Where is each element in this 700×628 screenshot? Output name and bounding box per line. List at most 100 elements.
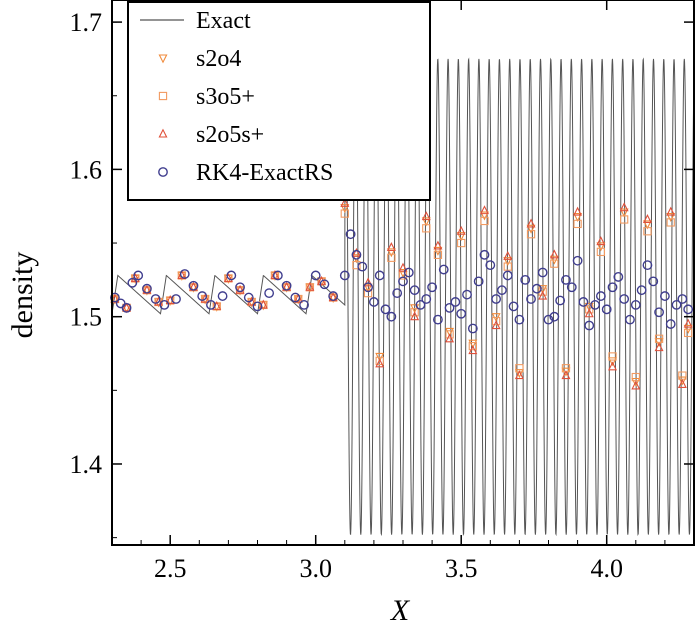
- y-tick-label: 1.6: [70, 155, 103, 184]
- data-point: [433, 240, 443, 250]
- data-point: [340, 197, 350, 207]
- data-point: [514, 314, 525, 325]
- data-point: [310, 270, 321, 281]
- data-point: [596, 247, 606, 257]
- data-point: [339, 270, 350, 281]
- y-tick-label: 1.7: [70, 8, 103, 37]
- data-point: [550, 259, 559, 268]
- data-point: [340, 209, 349, 218]
- data-point: [479, 211, 489, 221]
- data-point: [427, 282, 437, 293]
- data-point: [398, 262, 408, 272]
- data-point: [410, 308, 419, 317]
- data-point: [386, 311, 397, 322]
- data-point: [197, 291, 208, 301]
- data-point: [122, 302, 132, 312]
- data-point: [387, 253, 396, 262]
- data-point: [549, 249, 559, 259]
- data-point: [503, 262, 512, 271]
- data-point: [683, 318, 693, 328]
- data-point: [660, 291, 670, 301]
- data-point: [526, 218, 536, 228]
- data-point: [223, 272, 233, 282]
- data-point: [450, 297, 461, 307]
- data-point: [290, 292, 301, 303]
- data-point: [171, 294, 181, 304]
- data-point: [537, 267, 548, 278]
- data-point: [497, 285, 507, 296]
- data-point: [217, 291, 228, 301]
- data-point: [514, 370, 524, 380]
- data-point: [642, 260, 653, 271]
- data-point: [305, 281, 315, 291]
- data-point: [445, 333, 455, 343]
- data-point: [133, 270, 144, 281]
- data-point: [319, 279, 330, 290]
- data-point: [619, 202, 629, 212]
- data-point: [467, 323, 478, 334]
- data-point: [188, 280, 199, 291]
- data-point: [608, 361, 618, 371]
- data-point: [631, 377, 641, 387]
- data-point: [654, 307, 664, 318]
- data-point: [607, 282, 618, 293]
- data-point: [677, 294, 688, 304]
- data-point: [619, 208, 629, 218]
- data-point: [665, 319, 676, 329]
- data-point: [243, 292, 254, 303]
- legend: Exact s2o4 s3o5+ s2o5s+ RK4-ExactRS: [127, 1, 431, 201]
- data-point: [200, 293, 210, 303]
- exact-series-layer: [111, 57, 695, 537]
- data-point: [543, 314, 554, 325]
- data-point: [573, 219, 582, 229]
- data-point: [619, 294, 630, 304]
- data-point: [206, 300, 216, 310]
- data-point: [351, 247, 361, 257]
- data-point: [457, 238, 466, 248]
- y-axis-label: density: [6, 252, 39, 339]
- y-tick-label: 1.4: [70, 450, 103, 479]
- data-point: [479, 249, 490, 260]
- exact-line: [111, 57, 695, 537]
- data-point: [590, 300, 600, 310]
- data-point: [683, 304, 694, 315]
- data-point: [340, 204, 350, 214]
- data-point: [386, 242, 396, 252]
- data-point: [480, 216, 489, 226]
- data-point: [398, 271, 408, 280]
- data-point: [631, 380, 641, 390]
- data-point: [585, 305, 594, 314]
- y-tick-label: 1.5: [70, 303, 103, 332]
- data-point: [363, 283, 373, 293]
- data-point: [130, 272, 140, 282]
- legend-entry: RK4-ExactRS: [158, 160, 333, 186]
- data-point: [456, 308, 467, 319]
- data-point: [363, 277, 373, 287]
- data-point: [392, 288, 403, 299]
- data-point: [421, 217, 431, 227]
- data-point: [526, 230, 536, 239]
- data-point: [485, 260, 496, 271]
- data-point: [264, 288, 275, 299]
- data-point: [479, 205, 489, 215]
- data-point: [584, 320, 595, 331]
- legend-marker-swatch: [158, 91, 168, 101]
- data-point: [502, 270, 513, 281]
- data-point: [281, 280, 292, 291]
- data-point: [666, 218, 675, 227]
- data-point: [226, 270, 237, 281]
- data-point: [526, 294, 536, 304]
- data-point: [596, 236, 606, 246]
- axis-ticks: 2.5 3.0 3.5 4.0 1.4 1.5 1.6 1.7: [70, 0, 695, 583]
- data-point: [445, 330, 454, 339]
- data-point: [351, 249, 362, 260]
- legend-marker-swatch: [158, 54, 168, 64]
- data-point: [520, 274, 531, 285]
- data-point: [179, 269, 190, 279]
- data-point: [438, 264, 449, 275]
- data-point: [566, 282, 577, 293]
- data-point: [608, 352, 617, 361]
- data-point: [462, 289, 472, 300]
- data-point: [375, 356, 384, 366]
- data-point: [468, 341, 477, 351]
